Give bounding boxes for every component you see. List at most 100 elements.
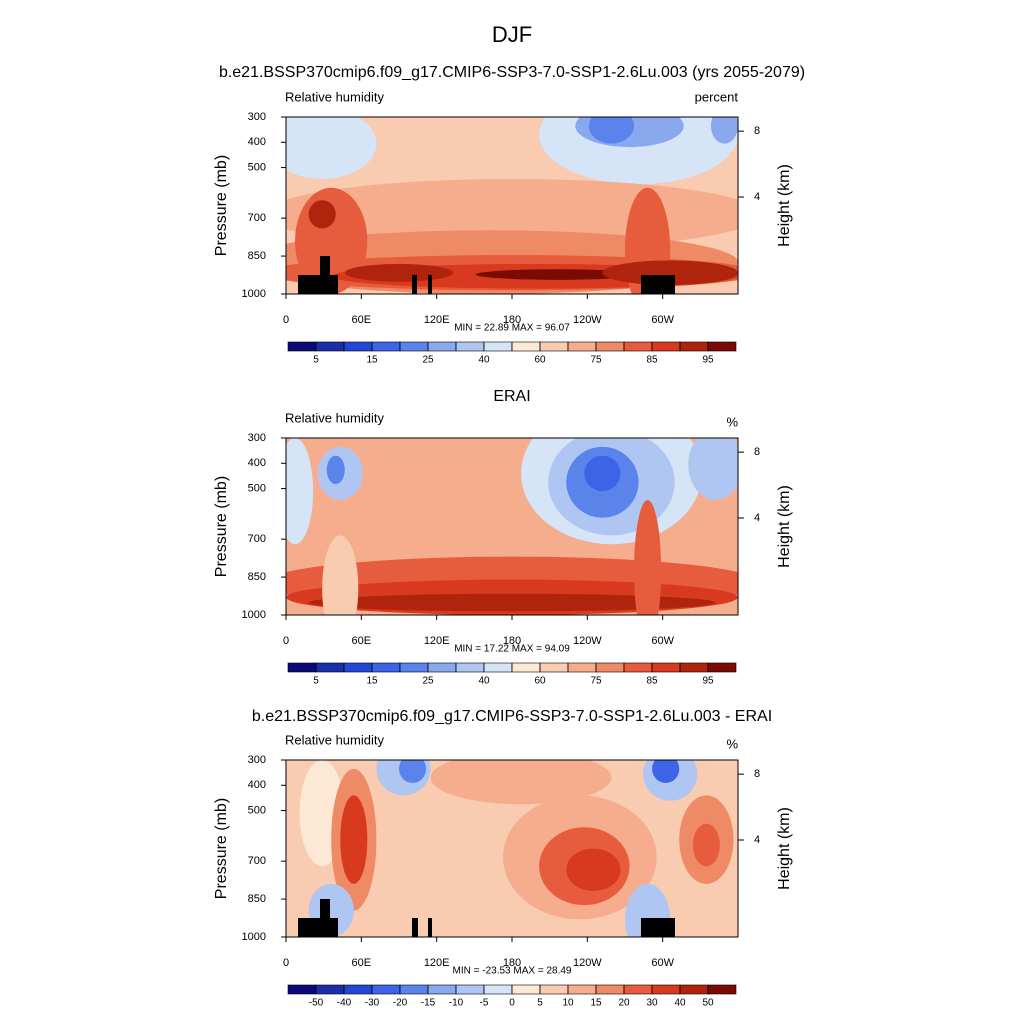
colorbar-box xyxy=(371,984,401,995)
colorbar-label: 40 xyxy=(674,998,686,1009)
colorbar-box xyxy=(539,662,569,673)
colorbar-box xyxy=(399,341,429,352)
y2-tick-label: 4 xyxy=(754,512,760,524)
stats: MIN = 17.22 MAX = 94.09 xyxy=(454,644,570,655)
field-shape xyxy=(588,117,635,144)
colorbar-box xyxy=(483,662,513,673)
x-tick-label: 120E xyxy=(424,957,450,969)
field-shape xyxy=(566,848,621,891)
x-tick-label: 60E xyxy=(352,635,372,647)
y-tick-label: 300 xyxy=(248,432,266,444)
colorbar-label: -15 xyxy=(421,998,436,1009)
left-label: Relative humidity xyxy=(285,89,384,104)
field-shape xyxy=(340,795,368,884)
y-tick-label: 500 xyxy=(248,161,266,173)
left-label: Relative humidity xyxy=(285,410,384,425)
colorbar-box xyxy=(651,984,681,995)
colorbar-box xyxy=(315,341,345,352)
colorbar-box xyxy=(315,662,345,673)
x-tick-label: 120W xyxy=(573,635,602,647)
colorbar-label: 40 xyxy=(478,355,490,366)
colorbar-box xyxy=(623,984,653,995)
y2-tick-label: 4 xyxy=(754,834,760,846)
terrain xyxy=(320,899,330,918)
colorbar-label: 95 xyxy=(702,355,714,366)
panel-title: ERAI xyxy=(493,388,530,405)
colorbar-box xyxy=(567,662,597,673)
colorbar-label: 25 xyxy=(422,355,434,366)
colorbar-box xyxy=(455,341,485,352)
colorbar-box xyxy=(455,662,485,673)
colorbar-box xyxy=(679,984,709,995)
contour-field xyxy=(286,438,738,615)
colorbar-box xyxy=(287,984,317,995)
y2-axis-label: Height (km) xyxy=(776,485,793,568)
colorbar-label: 15 xyxy=(366,355,378,366)
y-tick-label: 400 xyxy=(248,136,266,148)
colorbar-box xyxy=(483,341,513,352)
x-tick-label: 60W xyxy=(651,635,674,647)
colorbar-box xyxy=(707,662,737,673)
y2-tick-label: 8 xyxy=(754,125,760,137)
colorbar-label: 30 xyxy=(646,998,658,1009)
colorbar-box xyxy=(567,984,597,995)
x-tick-label: 0 xyxy=(283,635,289,647)
colorbar-box xyxy=(539,984,569,995)
field-shape xyxy=(286,178,738,250)
terrain xyxy=(428,275,432,294)
terrain xyxy=(412,275,417,294)
colorbar-box xyxy=(483,984,513,995)
colorbar-box xyxy=(287,341,317,352)
y-tick-label: 400 xyxy=(248,457,266,469)
colorbar-box xyxy=(371,662,401,673)
y2-tick-label: 8 xyxy=(754,446,760,458)
y-tick-label: 400 xyxy=(248,779,266,791)
y-axis-label: Pressure (mb) xyxy=(213,155,230,256)
y2-tick-label: 8 xyxy=(754,768,760,780)
y-tick-label: 500 xyxy=(248,482,266,494)
stats: MIN = 22.89 MAX = 96.07 xyxy=(454,323,570,334)
colorbar-box xyxy=(343,341,373,352)
colorbar-label: 75 xyxy=(590,676,602,687)
colorbar-label: 40 xyxy=(478,676,490,687)
colorbar-label: 15 xyxy=(366,676,378,687)
x-tick-label: 60W xyxy=(651,314,674,326)
colorbar-label: -5 xyxy=(480,998,489,1009)
y2-axis-label: Height (km) xyxy=(776,164,793,247)
field-shape xyxy=(652,760,680,784)
terrain xyxy=(298,918,338,937)
colorbar-box xyxy=(623,341,653,352)
colorbar-label: 75 xyxy=(590,355,602,366)
y-tick-label: 850 xyxy=(248,250,266,262)
colorbar-label: -40 xyxy=(337,998,352,1009)
colorbar-label: 10 xyxy=(562,998,574,1009)
colorbar-box xyxy=(343,984,373,995)
colorbar-box xyxy=(399,984,429,995)
y-axis-label: Pressure (mb) xyxy=(213,798,230,899)
field-shape xyxy=(399,760,427,784)
y-tick-label: 700 xyxy=(248,855,266,867)
y-tick-label: 700 xyxy=(248,533,266,545)
colorbar-box xyxy=(651,341,681,352)
x-tick-label: 120W xyxy=(573,314,602,326)
field-shape xyxy=(286,438,314,545)
colorbar-box xyxy=(539,341,569,352)
figure-title: DJF xyxy=(492,22,532,47)
x-tick-label: 120E xyxy=(424,635,450,647)
colorbar-box xyxy=(567,341,597,352)
colorbar-box xyxy=(427,341,457,352)
colorbar-box xyxy=(623,662,653,673)
colorbar-box xyxy=(595,984,625,995)
colorbar-box xyxy=(651,662,681,673)
x-tick-label: 180 xyxy=(503,957,521,969)
x-tick-label: 120E xyxy=(424,314,450,326)
colorbar-box xyxy=(427,662,457,673)
colorbar-box xyxy=(511,341,541,352)
colorbar-label: -20 xyxy=(393,998,408,1009)
field-shape xyxy=(584,455,621,492)
colorbar-label: 85 xyxy=(646,355,658,366)
colorbar-label: 60 xyxy=(534,676,546,687)
colorbar-label: -30 xyxy=(365,998,380,1009)
colorbar-box xyxy=(399,662,429,673)
contour-field xyxy=(286,760,738,937)
